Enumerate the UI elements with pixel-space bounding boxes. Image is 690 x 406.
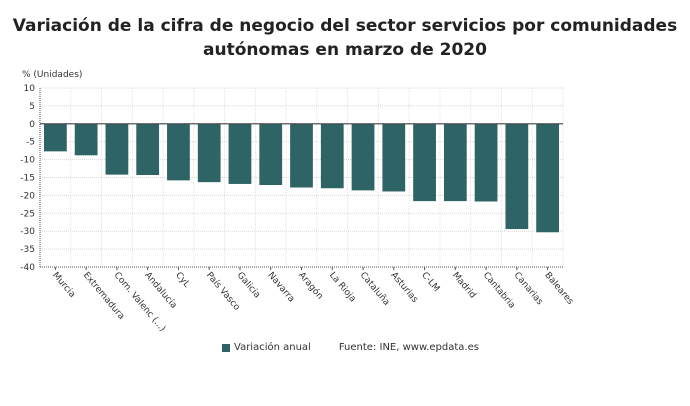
legend-swatch <box>222 343 230 352</box>
bar <box>228 123 252 184</box>
x-tick-label: Baleares <box>542 271 575 308</box>
x-tick-label: Asturias <box>388 271 419 306</box>
y-tick-label: 0 <box>29 120 35 130</box>
bar <box>136 123 160 175</box>
bar <box>167 123 190 181</box>
chart-title: Variación de la cifra de negocio del sec… <box>12 16 678 60</box>
x-tick-label: Galicia <box>235 271 262 301</box>
y-tick-label: -35 <box>20 245 35 255</box>
x-tick-label: Navarra <box>265 271 296 305</box>
y-tick-label: -5 <box>26 138 35 148</box>
x-tick-label: Murcia <box>50 271 77 300</box>
x-tick-label: Aragón <box>296 270 325 302</box>
legend: Variación anual Fuente: INE, www.epdata.… <box>222 342 479 353</box>
bar <box>290 123 313 188</box>
x-tick-label: CyL <box>173 271 191 290</box>
bar <box>413 123 436 202</box>
x-tick-label: Madrid <box>450 271 478 301</box>
y-tick-label: -25 <box>20 209 35 219</box>
bar <box>443 123 467 202</box>
x-tick-label: C-LM <box>419 271 441 295</box>
bar <box>197 123 221 183</box>
x-tick-label: La Rioja <box>327 271 358 305</box>
bar <box>43 123 67 152</box>
bar <box>105 123 129 175</box>
y-tick-label: -20 <box>20 191 35 201</box>
y-tick-label: -15 <box>20 174 35 184</box>
x-tick-label: Cataluña <box>358 271 392 308</box>
bar <box>505 123 529 230</box>
bar <box>474 123 498 202</box>
bar <box>320 123 344 189</box>
y-tick-label: 10 <box>24 84 36 94</box>
bar <box>382 123 406 192</box>
bar <box>351 123 375 191</box>
source-note: Fuente: INE, www.epdata.es <box>338 342 479 353</box>
y-tick-label: 5 <box>29 102 35 112</box>
y-tick-label: -30 <box>20 227 35 237</box>
bar <box>259 123 283 186</box>
bar <box>536 123 560 233</box>
legend-label: Variación anual <box>234 342 311 353</box>
bar <box>74 123 98 156</box>
y-axis-label: % (Unidades) <box>22 70 83 80</box>
x-tick-label: Canarias <box>512 271 545 308</box>
y-tick-label: -40 <box>20 263 35 273</box>
y-tick-label: -10 <box>20 156 35 166</box>
